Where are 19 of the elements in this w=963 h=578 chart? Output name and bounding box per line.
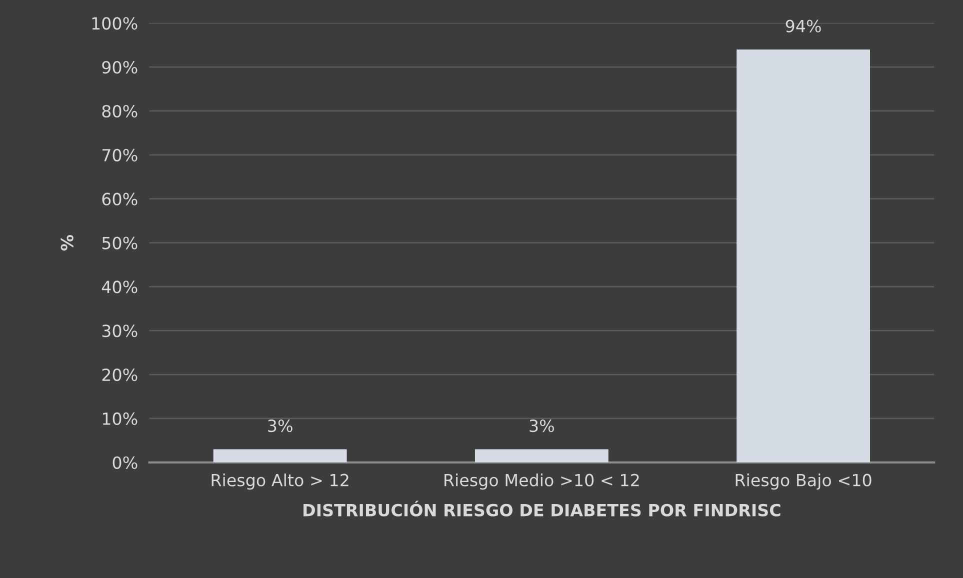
y-tick-label: 0% (112, 456, 138, 469)
y-tick-label: 40% (102, 280, 138, 294)
y-tick-label: 100% (92, 17, 138, 30)
x-tick-label: Riesgo Bajo <10 (736, 474, 872, 490)
y-tick-label: 80% (102, 104, 138, 118)
y-axis-title: % (60, 234, 74, 251)
y-tick-label: 60% (102, 192, 138, 206)
y-tick-label: 10% (102, 412, 138, 426)
y-tick-label: 20% (102, 368, 138, 382)
x-axis-title: DISTRIBUCIÓN RIESGO DE DIABETES POR FINDRISC (304, 500, 780, 516)
y-tick-label: 50% (102, 236, 138, 250)
y-tick-label: 30% (102, 324, 138, 338)
y-tick-label: 70% (102, 148, 138, 162)
x-tick-label: Riesgo Alto > 12 (212, 474, 348, 490)
x-tick-label: Riesgo Medio >10 < 12 (444, 474, 639, 490)
data-label: 3% (530, 419, 554, 432)
y-tick-label: 90% (102, 61, 138, 74)
data-label: 3% (268, 419, 292, 432)
data-label: 94% (786, 20, 821, 32)
